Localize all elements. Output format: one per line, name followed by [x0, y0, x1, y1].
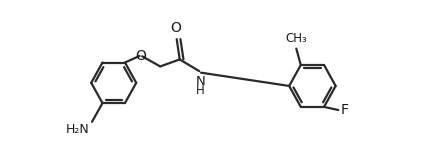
Text: N: N [195, 75, 205, 88]
Text: H: H [196, 84, 205, 97]
Text: O: O [170, 21, 181, 35]
Text: F: F [340, 103, 348, 117]
Text: H₂N: H₂N [66, 123, 90, 136]
Text: O: O [135, 49, 146, 62]
Text: CH₃: CH₃ [285, 32, 307, 45]
